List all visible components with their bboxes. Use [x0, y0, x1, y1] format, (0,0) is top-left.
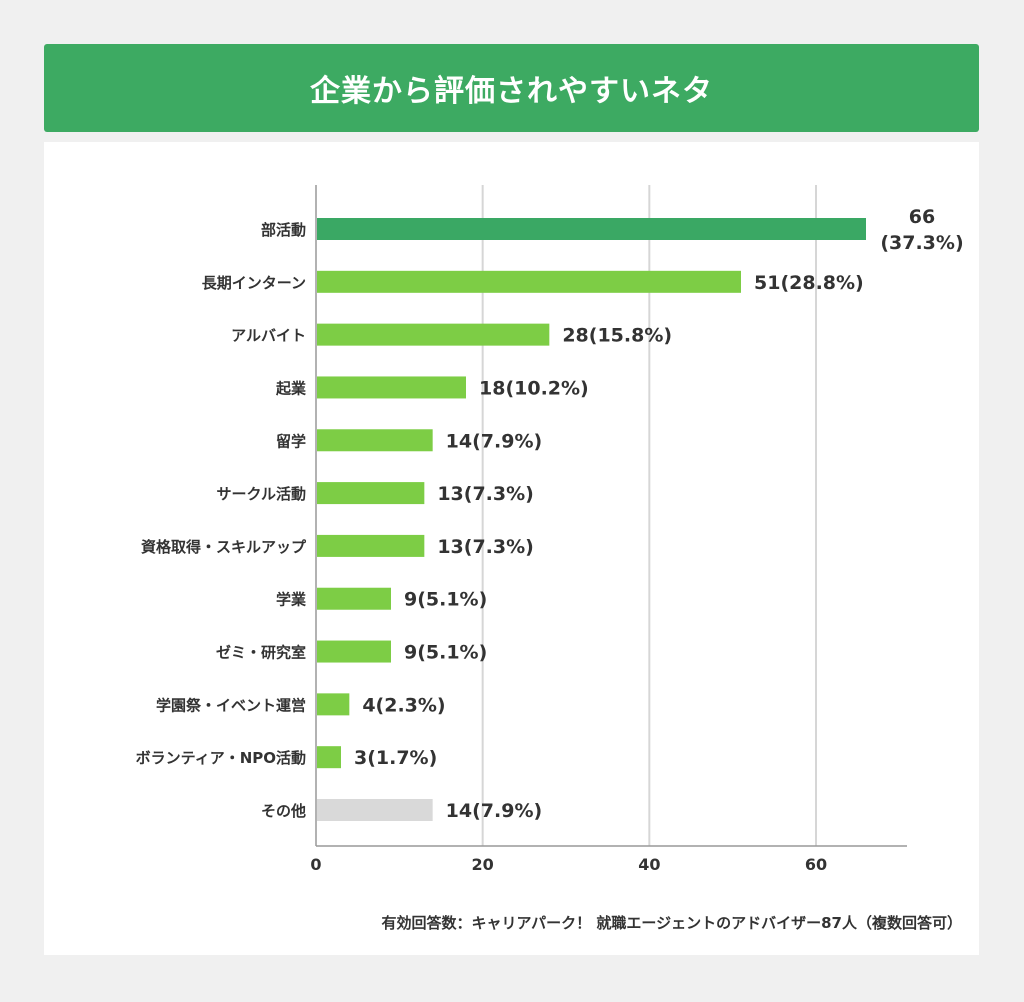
category-label: ゼミ・研究室: [216, 644, 306, 662]
data-label: 51(28.8%): [754, 272, 864, 294]
bar: [317, 746, 341, 769]
x-tick-label: 40: [638, 855, 660, 874]
data-label: 18(10.2%): [479, 377, 589, 399]
category-label: アルバイト: [231, 327, 306, 345]
category-label: その他: [261, 802, 306, 820]
data-label: 13(7.3%): [437, 536, 534, 558]
data-label: 9(5.1%): [404, 642, 487, 664]
data-label: 13(7.3%): [437, 483, 534, 505]
bar: [317, 323, 550, 346]
chart-title-banner: 企業から評価されやすいネタ: [44, 44, 979, 132]
bar: [317, 270, 741, 293]
bar: [317, 799, 433, 821]
x-tick-label: 0: [310, 855, 321, 874]
category-label: 学業: [276, 591, 307, 609]
category-label: 起業: [275, 379, 307, 397]
bar: [317, 693, 350, 716]
bar: [317, 534, 425, 557]
data-label: 14(7.9%): [446, 430, 543, 452]
data-label: 4(2.3%): [362, 694, 445, 716]
x-tick-label: 20: [472, 855, 494, 874]
category-label: ボランティア・NPO活動: [136, 749, 306, 767]
chart-title: 企業から評価されやすいネタ: [310, 74, 713, 109]
category-label: 資格取得・スキルアップ: [141, 538, 307, 556]
bar: [317, 429, 433, 452]
data-label: 28(15.8%): [562, 325, 672, 347]
bar: [317, 218, 866, 240]
data-label: 3(1.7%): [354, 747, 437, 769]
category-label: 学園祭・イベント運営: [156, 696, 306, 714]
data-label: 14(7.9%): [446, 800, 543, 822]
bar: [317, 482, 425, 505]
category-label: 留学: [276, 432, 306, 450]
chart-footnote: 有効回答数：キャリアパーク！ 就職エージェントのアドバイザー87人（複数回答可）: [381, 914, 962, 932]
bar: [317, 640, 391, 663]
category-label: 部活動: [261, 221, 306, 239]
bar: [317, 587, 391, 610]
data-label: 9(5.1%): [404, 589, 487, 611]
data-label: 66: [909, 206, 935, 228]
category-label: サークル活動: [216, 485, 306, 503]
x-tick-label: 60: [805, 855, 827, 874]
data-label: (37.3%): [880, 232, 963, 254]
bar: [317, 376, 466, 399]
category-label: 長期インターン: [202, 274, 306, 292]
